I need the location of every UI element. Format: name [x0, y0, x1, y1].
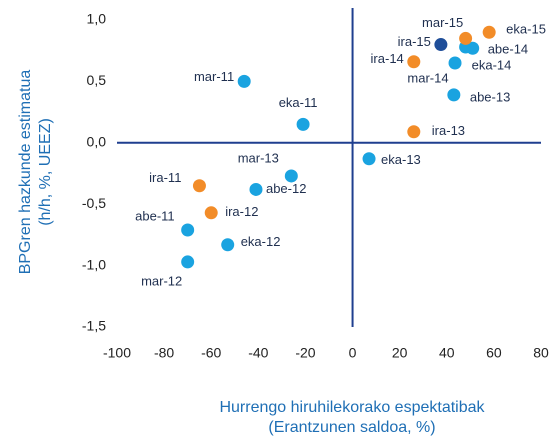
x-tick-label: -100	[103, 345, 131, 361]
point	[249, 182, 263, 196]
point	[447, 88, 461, 102]
point	[407, 125, 421, 139]
point-label: mar-12	[141, 273, 182, 288]
point-label: mar-13	[238, 150, 279, 165]
point-label: abe-12	[266, 181, 306, 196]
x-tick-label: -40	[248, 345, 268, 361]
point	[466, 41, 480, 55]
point	[362, 152, 376, 166]
x-tick-label: -80	[154, 345, 174, 361]
x-tick-label: 20	[392, 345, 408, 361]
point-label: eka-14	[472, 57, 512, 72]
point-label: mar-14	[407, 70, 448, 85]
x-tick-label: -60	[201, 345, 221, 361]
point-label: eka-15	[506, 22, 546, 37]
y-axis-title: (h/h, %, UEEZ)	[37, 118, 54, 226]
point	[237, 74, 251, 88]
x-tick-label: 40	[439, 345, 455, 361]
point-label: eka-11	[279, 95, 318, 110]
point	[181, 255, 195, 269]
point-label: abe-11	[135, 208, 175, 223]
x-axis-title: (Erantzunen saldoa, %)	[268, 419, 435, 436]
y-axis-title: BPGren hazkunde estimatua	[17, 70, 34, 275]
x-tick-label: 0	[349, 345, 357, 361]
y-tick-label: -1,0	[82, 256, 106, 272]
x-tick-label: -20	[295, 345, 315, 361]
point-label: abe-14	[488, 42, 528, 57]
point	[407, 55, 421, 69]
point-label: mar-11	[194, 69, 234, 84]
x-tick-label: 80	[533, 345, 549, 361]
x-axis-title: Hurrengo hiruhilekorako espektatibak	[219, 399, 485, 416]
point-label: ira-13	[432, 123, 465, 138]
y-tick-label: 0,0	[87, 134, 107, 150]
point-label: ira-15	[398, 34, 431, 49]
point	[434, 38, 448, 52]
point	[482, 25, 496, 39]
x-tick-label: 60	[486, 345, 502, 361]
point-label: abe-13	[470, 89, 510, 104]
point	[284, 169, 298, 183]
y-tick-label: 1,0	[87, 11, 107, 27]
point-label: mar-15	[422, 15, 463, 30]
point	[459, 31, 473, 45]
point-label: ira-12	[225, 204, 258, 219]
point	[296, 117, 310, 131]
point	[204, 206, 218, 220]
y-tick-label: -0,5	[82, 195, 106, 211]
point-label: ira-11	[149, 170, 181, 185]
y-tick-label: -1,5	[82, 318, 106, 334]
y-tick-label: 0,5	[87, 72, 107, 88]
point	[181, 223, 195, 237]
point-label: eka-13	[381, 152, 421, 167]
point-label: ira-14	[371, 51, 404, 66]
point	[221, 238, 235, 252]
point	[448, 56, 462, 70]
point-label: eka-12	[241, 234, 281, 249]
point	[192, 179, 206, 193]
